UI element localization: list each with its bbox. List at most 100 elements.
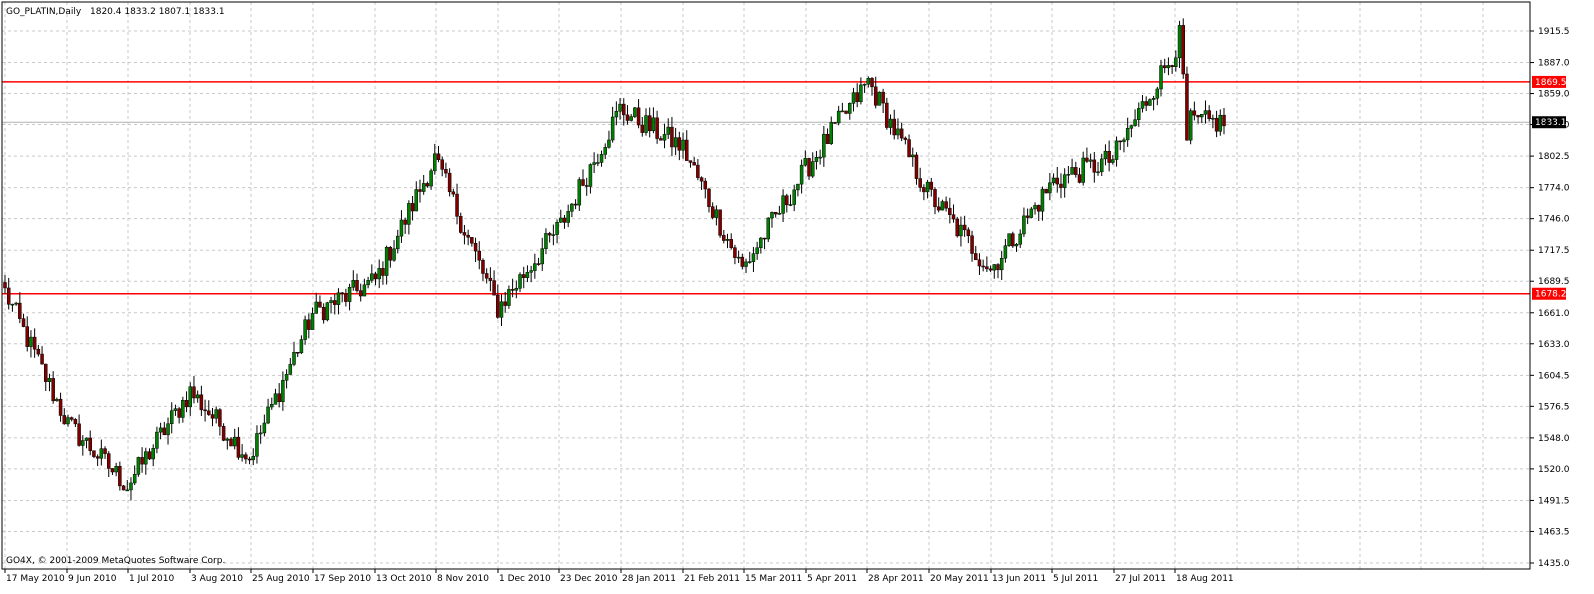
candle-body: [725, 239, 730, 241]
candle-body: [14, 302, 18, 305]
candle-body: [425, 183, 430, 187]
candle-body: [1040, 188, 1045, 212]
candle-body: [751, 253, 756, 262]
candle-body: [633, 107, 637, 117]
candle-body: [173, 408, 178, 411]
candle-body: [1207, 110, 1211, 119]
candle-body: [1114, 140, 1119, 160]
x-tick-label: 25 Aug 2010: [252, 574, 310, 584]
candle-body: [877, 91, 882, 106]
candle-body: [77, 423, 81, 446]
candle-body: [714, 209, 719, 218]
candle-body: [225, 438, 230, 441]
candle-body: [470, 237, 474, 244]
candle-body: [699, 177, 704, 182]
candle-body: [251, 455, 255, 461]
candle-body: [151, 448, 155, 460]
candle-body: [99, 448, 104, 459]
candle-body: [670, 126, 674, 148]
candle-body: [118, 466, 122, 487]
candle-body: [1177, 25, 1182, 59]
candle-body: [540, 248, 544, 265]
y-tick-label: 1548.0: [1538, 434, 1570, 444]
level-price-label: 1869.5: [1535, 78, 1567, 88]
candle-body: [1099, 158, 1104, 173]
candle-body: [529, 270, 533, 273]
y-tick-label: 1859.0: [1538, 90, 1570, 100]
candle-body: [974, 253, 978, 261]
candle-body: [236, 436, 241, 458]
candle-body: [1107, 150, 1111, 163]
candle-body: [844, 110, 848, 114]
candle-body: [710, 206, 715, 218]
candle-body: [344, 293, 348, 302]
candle-body: [166, 423, 170, 436]
y-tick-label: 1661.0: [1538, 309, 1570, 319]
candle-body: [740, 256, 745, 267]
candle-body: [455, 193, 459, 217]
candle-body: [518, 274, 522, 289]
candle-body: [959, 224, 963, 237]
candle-body: [370, 273, 374, 281]
candle-body: [1096, 171, 1100, 174]
candle-body: [92, 450, 96, 457]
candle-body: [1211, 117, 1215, 120]
candle-body: [914, 154, 919, 179]
candle-body: [484, 273, 489, 279]
candle-body: [421, 183, 426, 192]
candle-body: [3, 282, 7, 289]
candle-body: [929, 181, 934, 190]
candle-body: [270, 404, 274, 408]
candle-body: [810, 161, 815, 177]
candle-body: [814, 157, 819, 162]
candle-body: [318, 301, 322, 308]
candle-body: [985, 266, 989, 270]
candle-body: [692, 162, 696, 166]
candle-body: [1074, 167, 1078, 175]
candle-body: [629, 116, 633, 121]
candle-body: [1151, 97, 1156, 100]
y-tick-label: 1689.5: [1538, 277, 1570, 287]
candle-body: [214, 409, 218, 419]
candle-body: [770, 211, 774, 219]
y-tick-label: 1463.5: [1538, 527, 1570, 537]
candle-body: [177, 408, 181, 418]
candle-body: [677, 137, 682, 151]
candle-body: [999, 257, 1004, 271]
candle-body: [499, 301, 504, 318]
candle-body: [807, 158, 811, 177]
x-tick-label: 17 Sep 2010: [314, 574, 371, 584]
candle-body: [21, 318, 26, 327]
candle-body: [685, 139, 689, 161]
candle-body: [247, 458, 252, 461]
candle-body: [1018, 233, 1022, 245]
candle-body: [944, 201, 948, 209]
candle-body: [218, 409, 222, 427]
candle-body: [848, 103, 852, 114]
candle-body: [377, 268, 381, 280]
x-tick-label: 9 Jun 2010: [68, 574, 117, 584]
candle-body: [718, 209, 722, 236]
level-layer: 1869.5 1678.2 1833.1: [2, 75, 1567, 300]
y-tick-label: 1633.0: [1538, 340, 1570, 350]
candle-body: [1066, 173, 1071, 176]
candle-body: [358, 290, 363, 297]
plot-frame: [1, 1, 1531, 570]
candle-body: [388, 247, 393, 261]
y-tick-label: 1576.5: [1538, 402, 1570, 412]
candle-body: [447, 172, 452, 193]
candle-body: [825, 133, 830, 144]
candle-body: [996, 264, 1000, 271]
candle-body: [192, 386, 196, 399]
candle-body: [696, 164, 700, 178]
y-tick-label: 1435.0: [1538, 559, 1570, 569]
candle-body: [577, 179, 582, 206]
candle-body: [970, 235, 974, 254]
candle-body: [899, 128, 904, 139]
x-tick-label: 13 Oct 2010: [376, 574, 432, 584]
candle-body: [981, 265, 985, 268]
candle-body: [948, 207, 952, 215]
candle-body: [859, 84, 863, 102]
candle-body: [781, 195, 785, 214]
x-tick-label: 1 Jul 2010: [129, 574, 174, 584]
